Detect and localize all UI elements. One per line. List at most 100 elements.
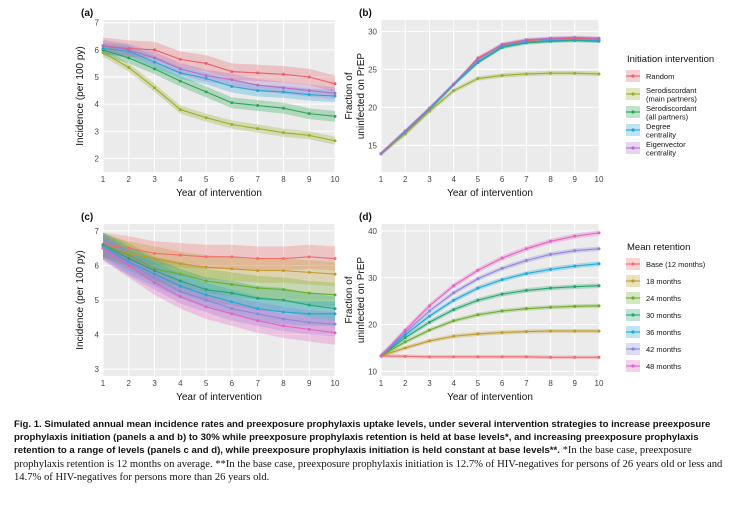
series-5-point bbox=[307, 89, 311, 93]
series-3-point bbox=[230, 282, 234, 286]
legend-label: Random bbox=[646, 72, 674, 81]
series-2-point bbox=[452, 334, 456, 338]
series-5-point bbox=[524, 272, 528, 276]
series-4-point bbox=[333, 307, 337, 311]
series-5-point bbox=[178, 284, 182, 288]
series-2-point bbox=[427, 339, 431, 343]
series-6-point bbox=[178, 289, 182, 293]
series-7-point bbox=[153, 281, 157, 285]
series-5-point bbox=[500, 42, 504, 46]
series-6-point bbox=[452, 291, 456, 295]
legend-swatch-point bbox=[631, 296, 635, 300]
series-5-point bbox=[500, 278, 504, 282]
plot-background bbox=[381, 20, 599, 172]
y-tick-label: 4 bbox=[95, 331, 100, 340]
panel-a: 2 3 4 5 6 7 1 2 3 4 5 6 7 8 9 10 Year of intervention Inc… bbox=[75, 8, 340, 199]
series-1-point bbox=[403, 354, 407, 358]
x-tick-label: 2 bbox=[403, 175, 408, 184]
y-tick-label: 6 bbox=[95, 261, 100, 270]
series-3-point bbox=[333, 293, 337, 297]
series-5-point bbox=[597, 36, 601, 40]
series-3-point bbox=[127, 56, 131, 60]
series-3-point bbox=[524, 307, 528, 311]
x-tick-label: 8 bbox=[281, 175, 286, 184]
y-tick-label: 20 bbox=[368, 103, 377, 112]
series-3-point bbox=[476, 313, 480, 317]
series-3-point bbox=[500, 309, 504, 313]
series-1-point bbox=[230, 70, 234, 74]
panel-label: (c) bbox=[81, 212, 93, 223]
legend-label: 18 months bbox=[646, 277, 681, 286]
series-line-6 bbox=[102, 247, 336, 325]
legend-key-3: 24 months bbox=[626, 292, 681, 304]
series-4-point bbox=[597, 39, 601, 43]
series-1-point bbox=[204, 61, 208, 65]
series-2-point bbox=[524, 72, 528, 76]
series-4-point bbox=[256, 89, 260, 93]
series-4-point bbox=[230, 85, 234, 88]
series-line-6 bbox=[380, 248, 600, 357]
series-5-point bbox=[204, 74, 208, 78]
series-4-point bbox=[230, 291, 234, 295]
series-band-2 bbox=[381, 328, 599, 358]
x-tick-label: 9 bbox=[307, 379, 312, 388]
series-1-point bbox=[549, 355, 553, 359]
legend-key-6: 42 months bbox=[626, 343, 681, 355]
x-tick-label: 1 bbox=[101, 379, 106, 388]
series-band-4 bbox=[381, 283, 599, 359]
series-4-point bbox=[307, 303, 311, 307]
series-line-4 bbox=[102, 47, 336, 97]
series-1-point bbox=[500, 355, 504, 359]
series-2-point bbox=[256, 269, 260, 273]
y-tick-label: 25 bbox=[368, 65, 377, 74]
series-5-point bbox=[230, 78, 234, 82]
y-tick-label: 10 bbox=[368, 367, 377, 376]
series-2-point bbox=[333, 272, 337, 276]
series-7-point bbox=[333, 331, 337, 335]
series-6-point bbox=[307, 320, 311, 324]
series-6-point bbox=[153, 276, 157, 280]
series-line-5 bbox=[102, 45, 336, 94]
series-4-point bbox=[476, 298, 480, 302]
series-band-5 bbox=[103, 39, 335, 100]
series-1-point bbox=[178, 57, 182, 61]
legend-label: centrality bbox=[646, 130, 676, 139]
series-4-point bbox=[281, 298, 285, 302]
x-tick-label: 3 bbox=[152, 175, 157, 184]
series-line-5 bbox=[102, 245, 335, 315]
series-2-point bbox=[153, 86, 157, 90]
series-5-point bbox=[379, 152, 383, 156]
series-4-point bbox=[549, 286, 553, 290]
legend-swatch-point bbox=[631, 330, 635, 334]
series-7-point bbox=[204, 305, 208, 309]
series-4-point bbox=[204, 76, 208, 80]
series-2-point bbox=[178, 108, 182, 112]
series-6-point bbox=[524, 258, 528, 262]
x-axis-label: Year of intervention bbox=[176, 188, 262, 199]
x-tick-label: 8 bbox=[281, 379, 286, 388]
legend-label: Degree bbox=[646, 122, 671, 131]
series-line-1 bbox=[102, 244, 336, 260]
series-7-point bbox=[452, 284, 456, 288]
series-6-point bbox=[230, 307, 234, 311]
x-tick-label: 6 bbox=[500, 379, 505, 388]
series-5-point bbox=[452, 82, 456, 86]
series-3-point bbox=[597, 304, 601, 308]
series-3-point bbox=[127, 253, 131, 257]
legend-label: 30 months bbox=[646, 311, 681, 320]
series-1-point bbox=[307, 75, 311, 79]
series-4-point bbox=[573, 38, 577, 42]
series-line-2 bbox=[380, 330, 599, 357]
series-4-point bbox=[573, 285, 577, 289]
series-5-point bbox=[101, 44, 105, 48]
x-tick-label: 7 bbox=[255, 379, 260, 388]
caption-note-1: *In the base case, preexposure prophylax… bbox=[14, 445, 692, 470]
series-5-point bbox=[427, 106, 431, 110]
legend-key-1: Base (12 months) bbox=[626, 258, 706, 270]
legend-label: 24 months bbox=[646, 294, 681, 303]
series-2-point bbox=[178, 262, 182, 266]
series-2-point bbox=[127, 66, 131, 69]
series-4-point bbox=[153, 60, 157, 64]
x-tick-label: 9 bbox=[573, 379, 578, 388]
